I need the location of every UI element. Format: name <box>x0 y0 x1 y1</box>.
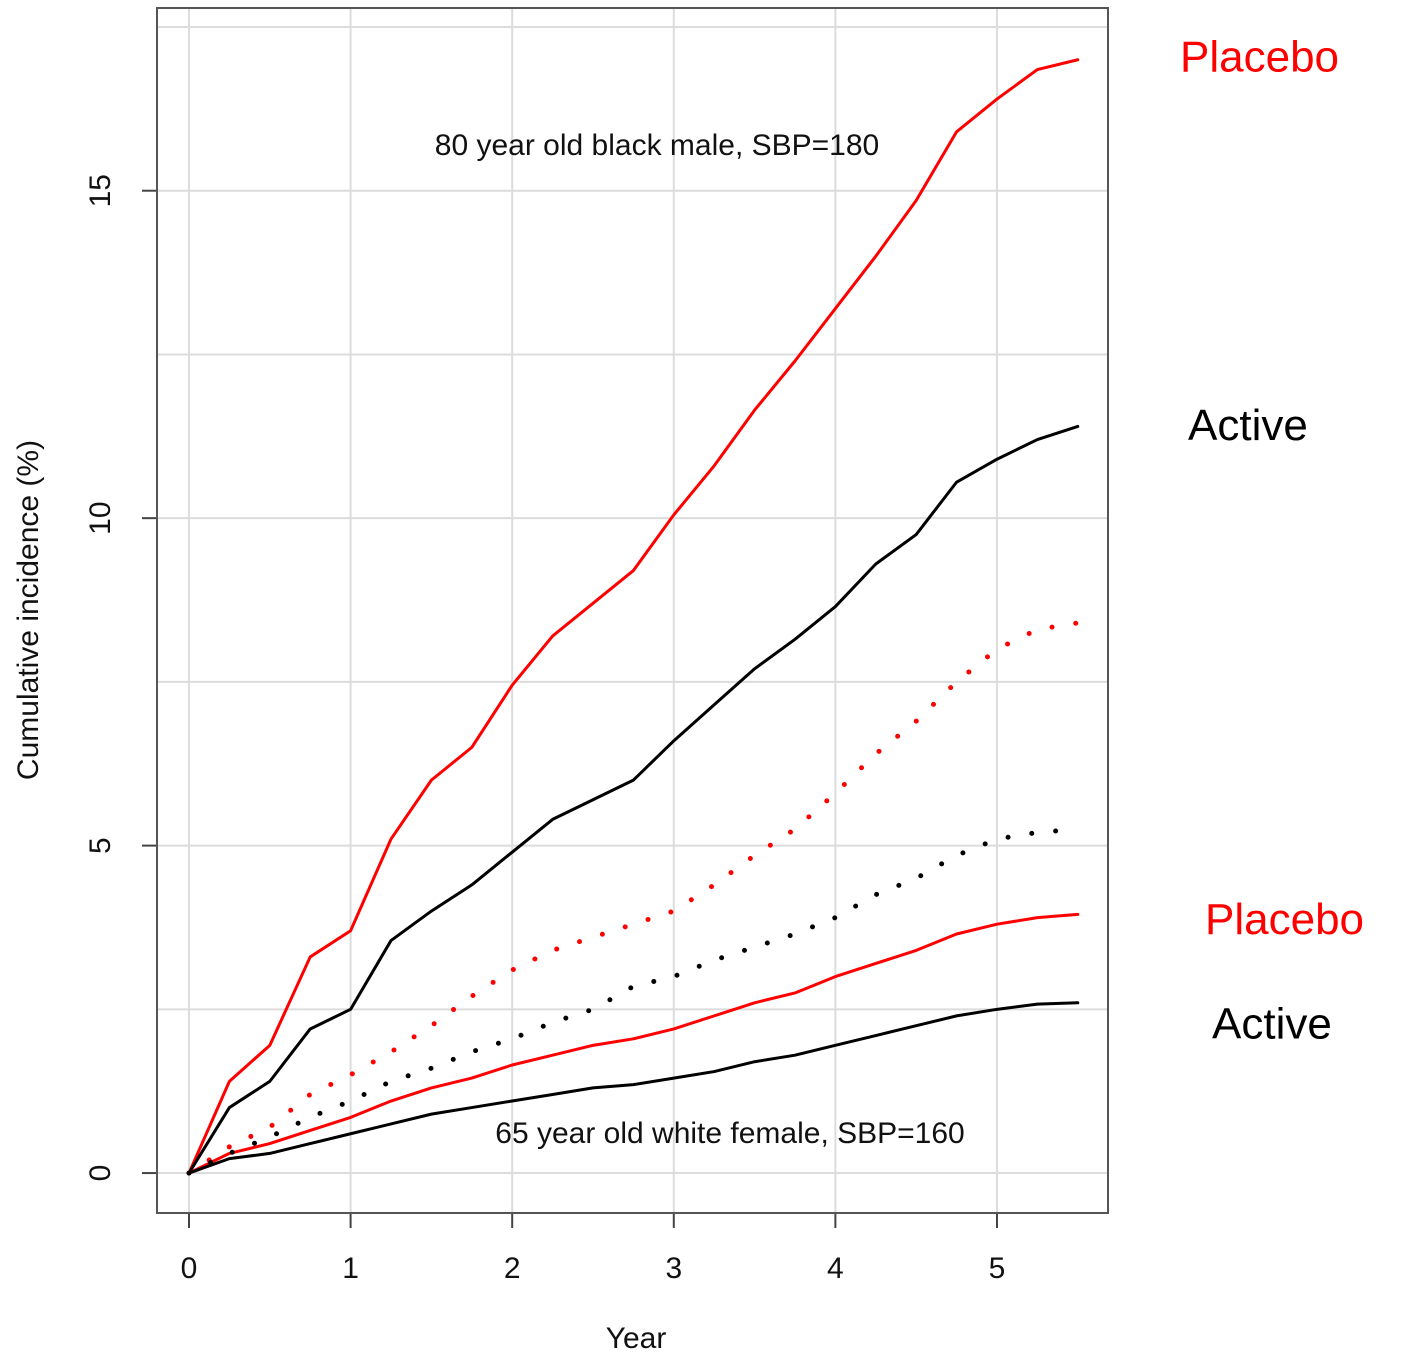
x-tick-label: 4 <box>827 1252 844 1285</box>
y-tick-label: 5 <box>84 837 117 854</box>
y-tick-label: 0 <box>84 1165 117 1182</box>
y-axis-label: Cumulative incidence (%) <box>12 440 45 780</box>
line <box>187 912 1080 1175</box>
series-label: Active <box>1212 999 1332 1048</box>
plot-frame <box>156 7 1109 1214</box>
y-tick-label: 15 <box>84 174 117 207</box>
x-tick-label: 2 <box>504 1252 521 1285</box>
dotted-line <box>186 620 1081 1176</box>
line <box>187 424 1080 1175</box>
line <box>187 1001 1080 1175</box>
x-tick-label: 3 <box>665 1252 682 1285</box>
annotation: 65 year old white female, SBP=160 <box>495 1117 964 1150</box>
x-tick-label: 1 <box>342 1252 359 1285</box>
x-tick-label: 5 <box>989 1252 1006 1285</box>
series-label: Active <box>1188 401 1308 450</box>
y-tick-label: 10 <box>84 501 117 534</box>
x-tick-label: 0 <box>181 1252 198 1285</box>
x-axis-label: Year <box>606 1322 667 1355</box>
line <box>187 58 1080 1175</box>
annotation: 80 year old black male, SBP=180 <box>435 129 879 162</box>
series-label: Placebo <box>1180 32 1339 81</box>
series-label: Placebo <box>1205 895 1364 944</box>
